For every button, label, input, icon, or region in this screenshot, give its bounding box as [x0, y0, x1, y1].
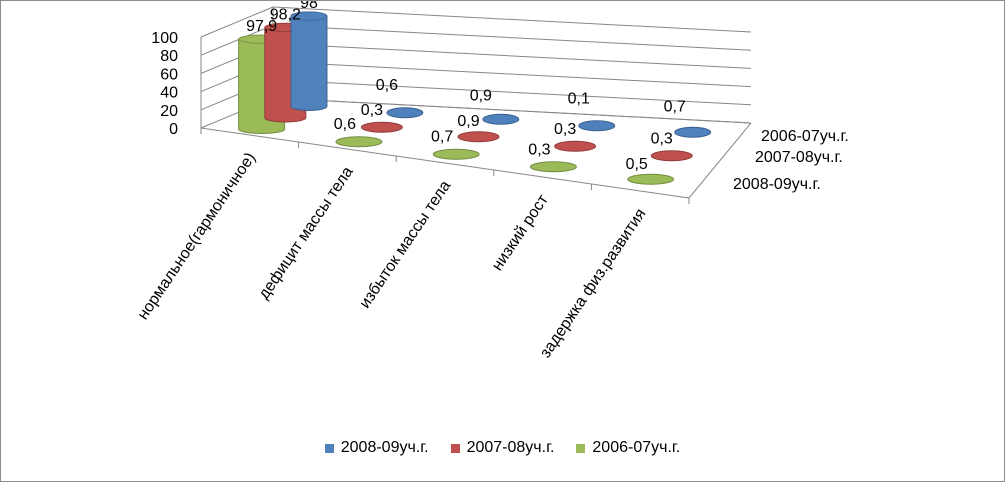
data-label-series-0-cat-3: 0,1	[568, 91, 590, 108]
data-label-series-1-cat-2: 0,9	[457, 113, 479, 130]
data-label-series-2-cat-3: 0,3	[528, 141, 550, 158]
back-wall-gridline	[272, 6, 752, 33]
bar-series-2-cat-4	[627, 173, 675, 185]
category-label-1: дефицит массы тела	[255, 164, 356, 303]
bar-series-0-cat-0	[290, 15, 328, 111]
y-tick-label: 40	[160, 85, 178, 102]
bar-series-0-cat-2	[482, 113, 520, 125]
legend-item-series-0: 2008-09уч.г.	[324, 439, 429, 457]
legend-label-series-1: 2007-08уч.г.	[466, 439, 555, 456]
category-label-2: избыток массы тела	[356, 178, 454, 312]
bar-series-2-cat-2	[432, 148, 480, 160]
side-wall-gridline	[200, 24, 274, 56]
bar-series-2-cat-3	[529, 161, 577, 173]
category-label-0: нормальное(гармоничное)	[135, 150, 259, 323]
category-label-3: низкий рост	[489, 191, 552, 274]
chart-legend: 2008-09уч.г. 2007-08уч.г. 2006-07уч.г.	[1, 439, 1004, 457]
data-label-series-0-cat-1: 0,6	[376, 77, 398, 94]
legend-item-series-2: 2006-07уч.г.	[576, 439, 680, 457]
data-label-series-1-cat-4: 0,3	[651, 130, 673, 147]
depth-axis-line	[688, 122, 752, 199]
y-tick-label: 0	[169, 121, 178, 138]
bar-series-1-cat-2	[457, 131, 500, 143]
bar-series-1-cat-3	[554, 140, 597, 152]
data-label-series-2-cat-2: 0,7	[431, 129, 453, 146]
legend-item-series-1: 2007-08уч.г.	[450, 439, 555, 457]
depth-label-0: 2006-07уч.г.	[761, 128, 849, 145]
depth-label-2: 2008-09уч.г.	[733, 176, 821, 193]
data-label-series-0-cat-0: 98	[300, 1, 318, 12]
bar-series-2-cat-1	[335, 136, 383, 148]
legend-label-series-2: 2006-07уч.г.	[592, 439, 681, 456]
legend-label-series-0: 2008-09уч.г.	[340, 439, 429, 456]
data-label-series-1-cat-3: 0,3	[554, 121, 576, 138]
side-wall-gridline	[200, 6, 274, 38]
y-tick-label: 100	[151, 30, 178, 47]
bar-series-1-cat-4	[650, 150, 693, 162]
legend-swatch-series-2	[576, 443, 586, 453]
x-axis-line	[200, 127, 690, 199]
data-label-series-2-cat-0: 97,9	[246, 18, 277, 35]
y-tick-label: 20	[160, 103, 178, 120]
y-tick-label: 80	[160, 48, 178, 65]
data-label-series-2-cat-1: 0,6	[334, 116, 356, 133]
bar-top-series-0-cat-0	[290, 11, 328, 21]
data-label-series-2-cat-4: 0,5	[626, 156, 648, 173]
data-label-series-1-cat-1: 0,3	[361, 102, 383, 119]
y-tick-label: 60	[160, 66, 178, 83]
bar-series-0-cat-3	[578, 120, 616, 132]
back-wall-gridline	[272, 24, 752, 51]
back-wall-gridline	[272, 61, 752, 88]
depth-label-1: 2007-08уч.г.	[755, 149, 843, 166]
data-label-series-1-cat-0: 98,2	[270, 6, 301, 23]
bar-series-0-cat-4	[674, 126, 712, 138]
data-label-series-0-cat-4: 0,7	[664, 99, 686, 116]
back-wall-gridline	[272, 79, 752, 106]
legend-swatch-series-0	[324, 443, 334, 453]
bar-series-1-cat-1	[360, 121, 403, 133]
floor-back-line	[272, 97, 752, 124]
data-label-series-0-cat-2: 0,9	[470, 87, 492, 104]
back-wall-gridline	[272, 42, 752, 69]
category-label-4: задержка физ.развития	[537, 206, 649, 361]
bar-series-0-cat-1	[386, 107, 424, 119]
legend-swatch-series-1	[450, 443, 460, 453]
